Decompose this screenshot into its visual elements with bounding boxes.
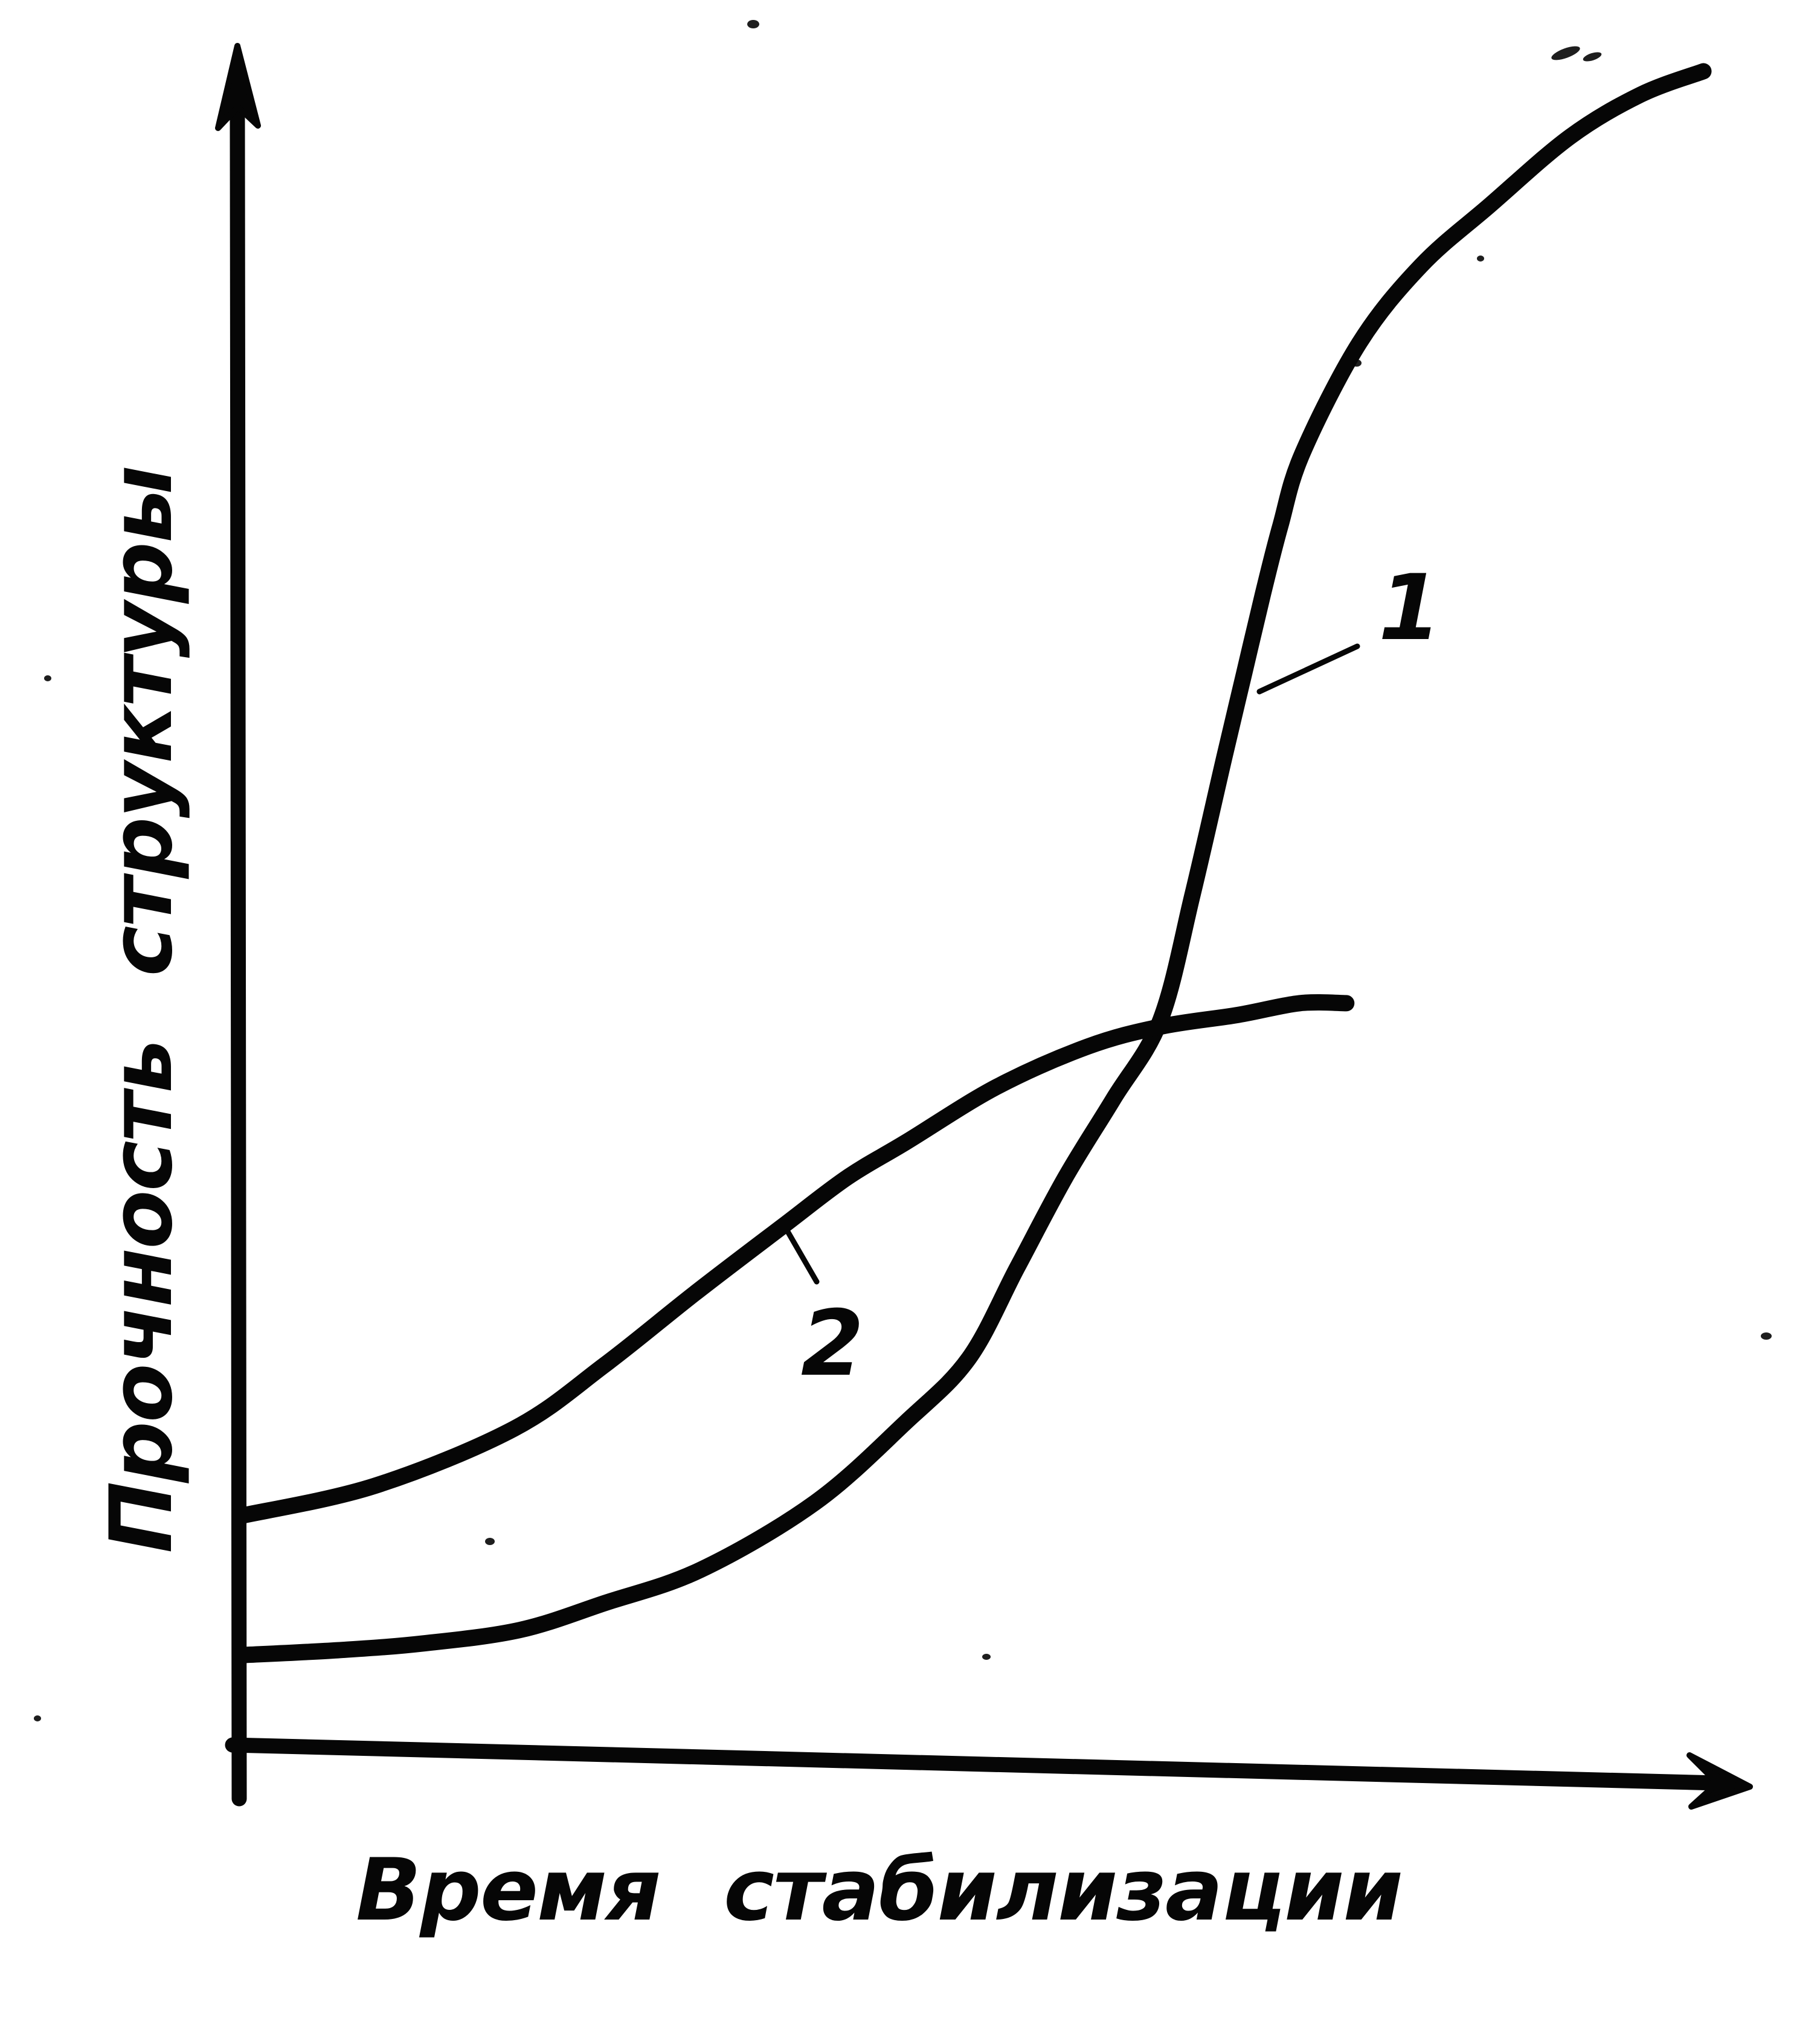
x-axis-arrowhead-icon [1687,1752,1753,1810]
dust-speck [982,1654,991,1660]
dust-speck [44,675,51,681]
dust-speck [1477,255,1484,262]
dust-speck [1352,359,1362,367]
axes [215,43,1753,1810]
leader-line-2 [782,1224,820,1285]
dust-speck [747,20,759,28]
curve-annotations: 12 [782,556,1441,1396]
dust-speck [485,1538,495,1545]
dust-speck [1583,52,1602,62]
x-axis-line [225,1737,1726,1791]
y-axis-arrowhead-icon [215,43,261,131]
curve-1 [231,63,1712,1663]
curve-label-2: 2 [801,1291,864,1396]
data-curves [231,63,1712,1663]
leader-line-1 [1256,643,1360,695]
dust-speck [1761,1332,1772,1340]
curve-label-1: 1 [1378,556,1441,661]
curve-2 [231,994,1355,1525]
scan-specks [34,20,1772,1721]
dust-speck [34,1715,41,1721]
x-axis-label: Время стабилизации [356,1840,1402,1940]
y-axis-label: Прочность структуры [92,467,191,1554]
y-axis-line [230,111,247,1807]
dust-speck [1551,46,1580,60]
